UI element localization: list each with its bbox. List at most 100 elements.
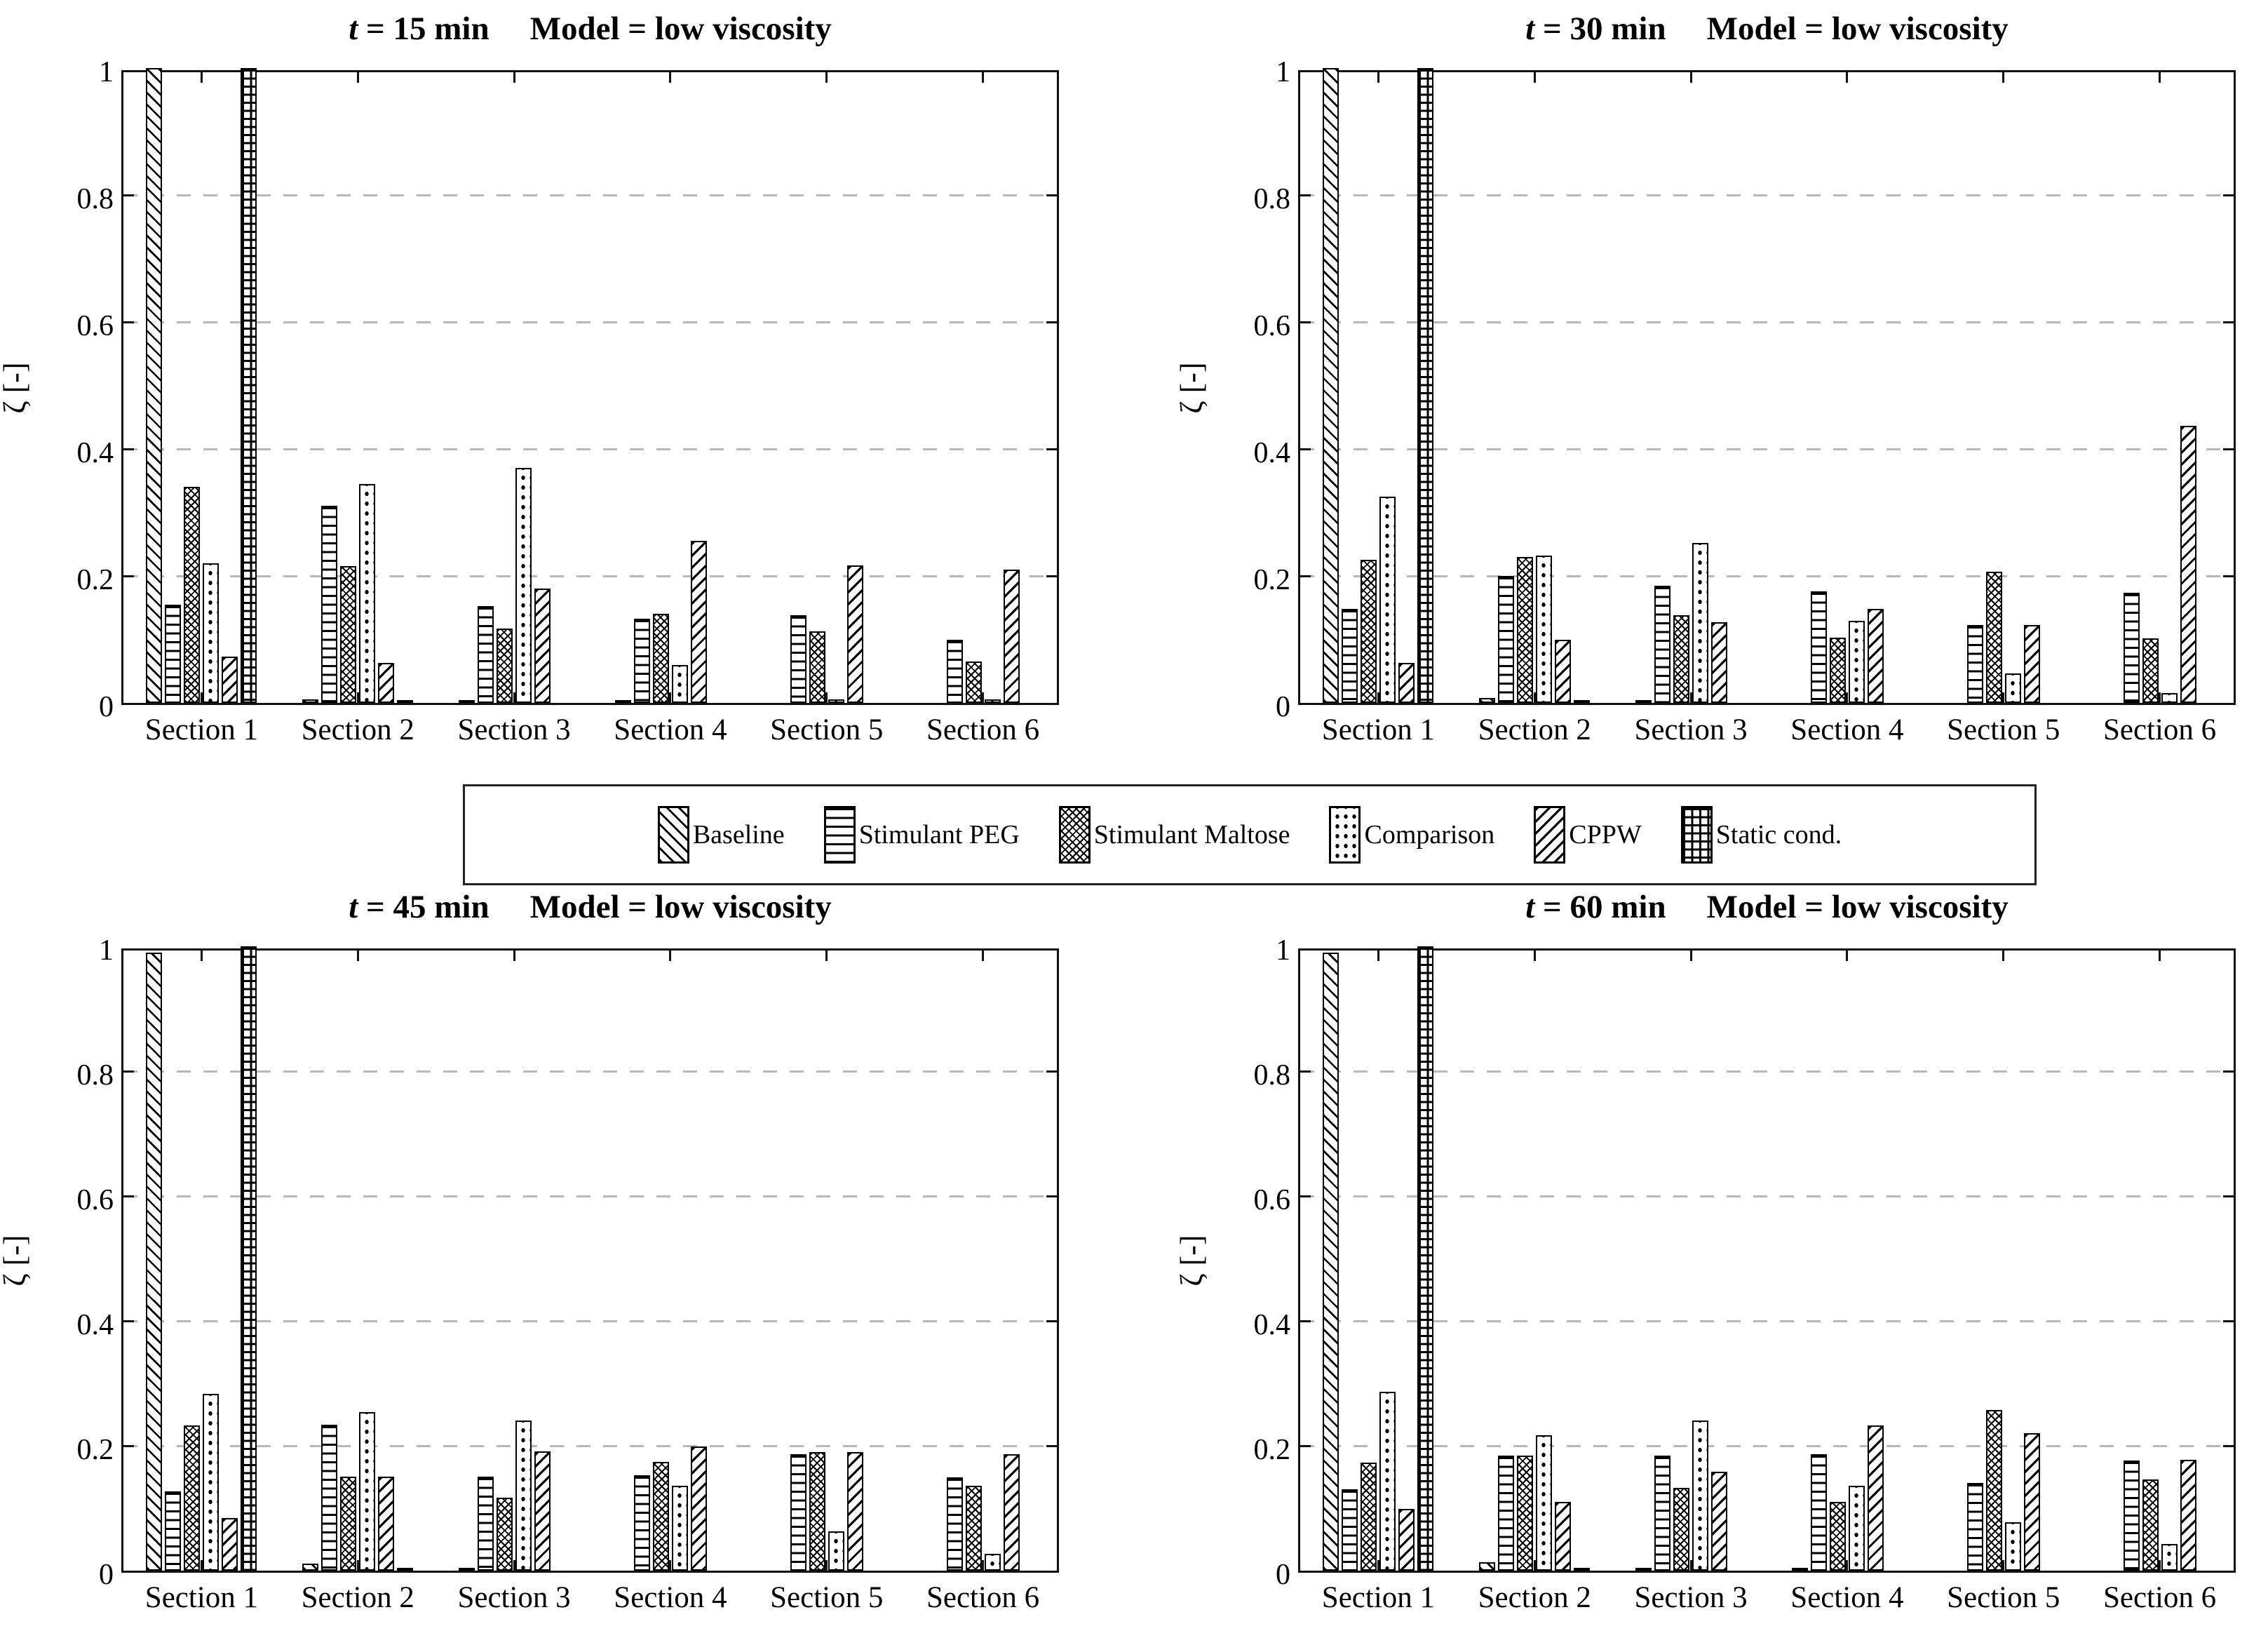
bar-static-cond — [1417, 68, 1434, 703]
bar-comparison — [2161, 1543, 2178, 1571]
y-axis-tick — [123, 194, 134, 196]
y-tick-label: 0.4 — [1253, 437, 1291, 469]
gridline — [1300, 194, 2234, 196]
y-tick-label: 1 — [99, 934, 114, 967]
bar-cppw — [2180, 1460, 2196, 1571]
dense-crosshatch-icon — [1058, 806, 1091, 864]
y-axis-tick — [123, 1444, 134, 1447]
y-axis-label: ζ [-] — [0, 361, 32, 414]
bar-cppw — [1711, 1471, 1728, 1571]
y-tick-label: 0.4 — [76, 437, 114, 469]
x-axis-tick — [356, 692, 359, 703]
y-tick-label: 0.8 — [1253, 1059, 1291, 1092]
x-axis-tick — [669, 1560, 672, 1571]
bar-cppw — [1867, 1425, 1884, 1571]
y-tick-label: 0.8 — [76, 183, 114, 215]
bar-stimulant-maltose — [1829, 1502, 1846, 1571]
bar-comparison — [984, 699, 1001, 703]
x-axis-tick — [200, 1560, 203, 1571]
gridline — [123, 1320, 1057, 1322]
bar-cppw — [1003, 1454, 1020, 1571]
x-axis-tick — [356, 72, 359, 83]
bar-stimulant-peg — [1810, 591, 1827, 703]
bar-cppw — [1867, 609, 1884, 703]
bar-baseline — [1479, 1562, 1496, 1571]
x-axis-tick — [1846, 692, 1849, 703]
bar-stimulant-peg — [321, 506, 338, 703]
legend-item-stimulant-peg: Stimulant PEG — [823, 806, 1020, 864]
bar-stimulant-maltose — [340, 1476, 357, 1571]
x-axis-tick — [1533, 951, 1536, 961]
bar-stimulant-peg — [321, 1424, 338, 1571]
x-axis-tick — [2002, 951, 2005, 961]
bar-stimulant-peg — [633, 1475, 650, 1571]
bar-comparison — [828, 1531, 844, 1571]
y-axis-tick — [1300, 1195, 1311, 1197]
y-tick-label: 0.6 — [76, 310, 114, 342]
bar-stimulant-peg — [790, 615, 806, 703]
y-axis-tick — [1046, 321, 1057, 323]
bar-static-cond — [1417, 946, 1434, 1571]
y-tick-label: 0.2 — [1253, 564, 1291, 596]
y-tick-label: 0 — [1276, 1559, 1290, 1591]
y-tick-label: 0.4 — [76, 1309, 114, 1341]
bar-static-cond — [1574, 1568, 1591, 1571]
bar-stimulant-peg — [165, 1491, 182, 1571]
legend-item-baseline: Baseline — [657, 806, 785, 864]
x-axis-tick — [1533, 72, 1536, 83]
bar-cppw — [1555, 639, 1572, 703]
bar-comparison — [671, 664, 688, 703]
gridline — [1300, 1444, 2234, 1447]
bar-stimulant-maltose — [652, 1462, 669, 1571]
x-axis-tick — [1846, 951, 1849, 961]
bar-stimulant-peg — [1498, 1456, 1515, 1571]
plot-area: 0 0.2 0.4 0.6 0.8 1 Section 1 Section 2 Section … — [77, 934, 1059, 1614]
bar-baseline — [1635, 700, 1652, 703]
title-time-label: t = 30 min — [1525, 11, 1666, 47]
x-axis-tick — [2159, 1560, 2161, 1571]
x-category-label: Section 6 — [926, 1581, 1040, 1614]
x-axis-tick — [1533, 692, 1536, 703]
y-tick-label: 0.2 — [76, 564, 114, 596]
x-category-label: Section 6 — [2102, 713, 2217, 746]
x-category-label: Section 6 — [926, 713, 1040, 746]
legend-label: Stimulant PEG — [858, 820, 1020, 850]
bar-static-cond — [397, 700, 414, 703]
y-axis-tick — [1046, 1320, 1057, 1322]
gridline — [1300, 448, 2234, 450]
x-category-label: Section 4 — [1790, 713, 1904, 746]
y-axis-tick — [123, 448, 134, 450]
bar-comparison — [671, 1485, 688, 1571]
bar-static-cond — [397, 1568, 414, 1571]
gridline — [123, 575, 1057, 577]
y-axis-tick — [1046, 448, 1057, 450]
y-axis-tick — [2223, 1444, 2234, 1447]
square-grid-hatch-icon — [1680, 806, 1713, 864]
bar-comparison — [2161, 693, 2178, 703]
bar-stimulant-peg — [1810, 1454, 1827, 1571]
bar-cppw — [1003, 569, 1020, 703]
y-axis-tick — [1300, 448, 1311, 450]
x-axis-tick — [1377, 1560, 1379, 1571]
legend-label: Baseline — [692, 820, 785, 850]
x-axis-tick — [825, 1560, 828, 1571]
bar-stimulant-peg — [633, 618, 650, 703]
x-axis-tick — [1377, 72, 1379, 83]
bar-baseline — [1323, 68, 1339, 703]
y-tick-label: 1 — [1276, 934, 1290, 967]
y-axis-tick — [1046, 1444, 1057, 1447]
bar-comparison — [203, 563, 220, 703]
legend-label: Comparison — [1364, 820, 1495, 850]
legend-item-comparison: Comparison — [1329, 806, 1494, 864]
bar-comparison — [203, 1394, 220, 1571]
y-tick-label: 0.6 — [76, 1184, 114, 1216]
subplot-title: t = 45 min Model = low viscosity — [23, 888, 1157, 926]
x-axis-tick — [513, 951, 515, 961]
subplot-title: t = 60 min Model = low viscosity — [1200, 888, 2268, 926]
legend-label: CPPW — [1569, 820, 1642, 850]
y-axis-tick — [2223, 448, 2234, 450]
bar-stimulant-maltose — [1361, 560, 1377, 703]
bar-comparison — [1379, 496, 1396, 703]
